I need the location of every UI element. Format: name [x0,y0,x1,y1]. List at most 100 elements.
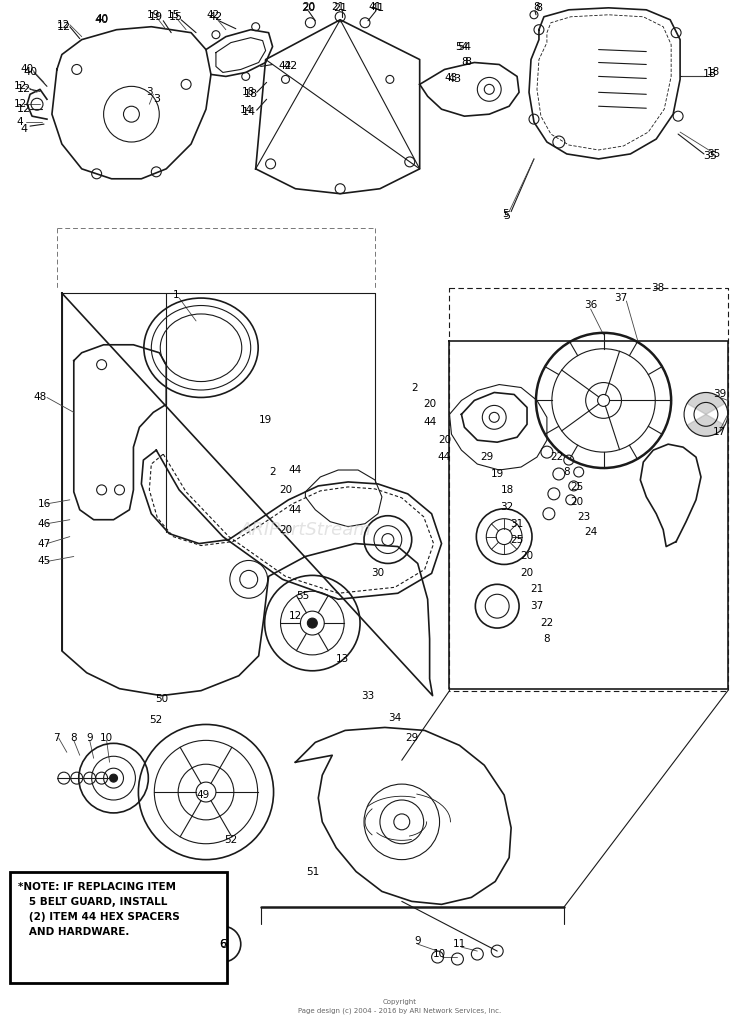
Text: 22: 22 [551,452,564,462]
Text: 22: 22 [540,618,553,628]
Text: 44: 44 [423,418,437,427]
Text: 12: 12 [57,20,71,30]
Text: 18: 18 [242,87,255,98]
Text: 20: 20 [301,3,315,12]
Text: 35: 35 [707,149,720,158]
Text: 52: 52 [150,715,163,725]
Text: 7: 7 [54,734,60,743]
Text: 44: 44 [289,505,302,514]
Text: 37: 37 [531,601,544,611]
Text: 1: 1 [173,290,179,300]
Text: 14: 14 [240,105,254,115]
Text: 9: 9 [87,734,93,743]
Text: 5: 5 [502,209,509,218]
Text: 15: 15 [169,11,183,22]
Wedge shape [687,415,725,436]
Text: 8: 8 [544,634,551,644]
Text: 41: 41 [371,3,385,12]
Text: 12: 12 [13,81,26,92]
Text: *NOTE: IF REPLACING ITEM
   5 BELT GUARD, INSTALL
   (2) ITEM 44 HEX SPACERS
   : *NOTE: IF REPLACING ITEM 5 BELT GUARD, I… [18,882,180,937]
Text: 25: 25 [511,535,524,544]
Text: 54: 54 [455,41,468,51]
Text: 21: 21 [333,3,347,12]
Text: 11: 11 [453,939,466,949]
Text: 50: 50 [154,694,168,704]
Text: 8: 8 [535,3,542,12]
Text: 2: 2 [412,383,418,392]
Text: 20: 20 [279,525,292,535]
Text: 40: 40 [95,13,108,24]
Text: 32: 32 [501,502,514,511]
Text: 54: 54 [457,41,471,51]
Text: 21: 21 [331,2,345,12]
Text: 44: 44 [289,465,302,475]
Circle shape [307,618,318,628]
Text: 13: 13 [336,653,349,664]
Text: 18: 18 [501,485,514,495]
Text: 10: 10 [100,734,113,743]
Text: 41: 41 [368,2,381,12]
Text: 2: 2 [269,467,276,477]
Text: 19: 19 [490,469,503,478]
Text: 18: 18 [707,68,720,77]
Text: 6: 6 [219,937,227,951]
Text: 12: 12 [289,611,302,622]
Text: 29: 29 [481,452,494,462]
Text: 29: 29 [405,734,418,743]
Text: 40: 40 [95,14,109,25]
Text: 16: 16 [37,499,51,508]
Circle shape [110,774,118,782]
Text: 10: 10 [433,949,446,959]
Text: 12: 12 [17,84,31,95]
Text: 55: 55 [295,592,309,601]
Text: 20: 20 [438,435,451,446]
Text: 42: 42 [279,62,292,71]
Text: 39: 39 [713,389,726,399]
Text: 38: 38 [652,283,665,293]
Text: 34: 34 [388,713,401,723]
Text: 8: 8 [564,467,570,477]
Text: 12: 12 [13,99,26,109]
Text: 43: 43 [445,73,458,83]
Text: 8: 8 [534,2,540,12]
Text: 35: 35 [703,151,717,161]
Text: 19: 19 [149,11,163,22]
Text: 51: 51 [306,866,319,877]
Text: 12: 12 [57,22,71,32]
Text: 33: 33 [362,690,375,701]
Text: 37: 37 [614,293,627,304]
Text: 4: 4 [21,125,28,134]
Text: 6: 6 [220,939,226,949]
Text: 43: 43 [448,74,462,84]
Text: 14: 14 [242,107,256,117]
Text: 30: 30 [371,568,384,578]
Text: 18: 18 [703,69,717,79]
Text: 12: 12 [17,104,31,114]
Text: 20: 20 [570,497,584,507]
FancyBboxPatch shape [10,872,227,983]
Text: 45: 45 [37,557,51,566]
Text: 21: 21 [531,584,544,595]
Text: 31: 31 [511,519,524,529]
Text: 3: 3 [146,87,153,98]
Text: 19: 19 [147,10,160,20]
Text: 40: 40 [21,65,34,74]
Text: 46: 46 [37,519,51,529]
Text: 52: 52 [224,835,237,845]
Text: 3: 3 [153,95,159,104]
Text: 44: 44 [438,452,451,462]
Text: 15: 15 [167,10,180,20]
Text: 20: 20 [279,485,292,495]
Text: 8: 8 [71,734,77,743]
Text: 23: 23 [577,511,590,522]
Text: 42: 42 [209,11,223,22]
Wedge shape [687,392,725,415]
Text: 42: 42 [207,10,220,20]
Text: 20: 20 [423,399,436,410]
Text: 24: 24 [584,527,598,537]
Text: 4: 4 [17,117,24,128]
Text: 42: 42 [284,62,298,71]
Text: 36: 36 [584,300,598,310]
Text: 49: 49 [196,790,209,800]
Text: 19: 19 [259,416,272,425]
